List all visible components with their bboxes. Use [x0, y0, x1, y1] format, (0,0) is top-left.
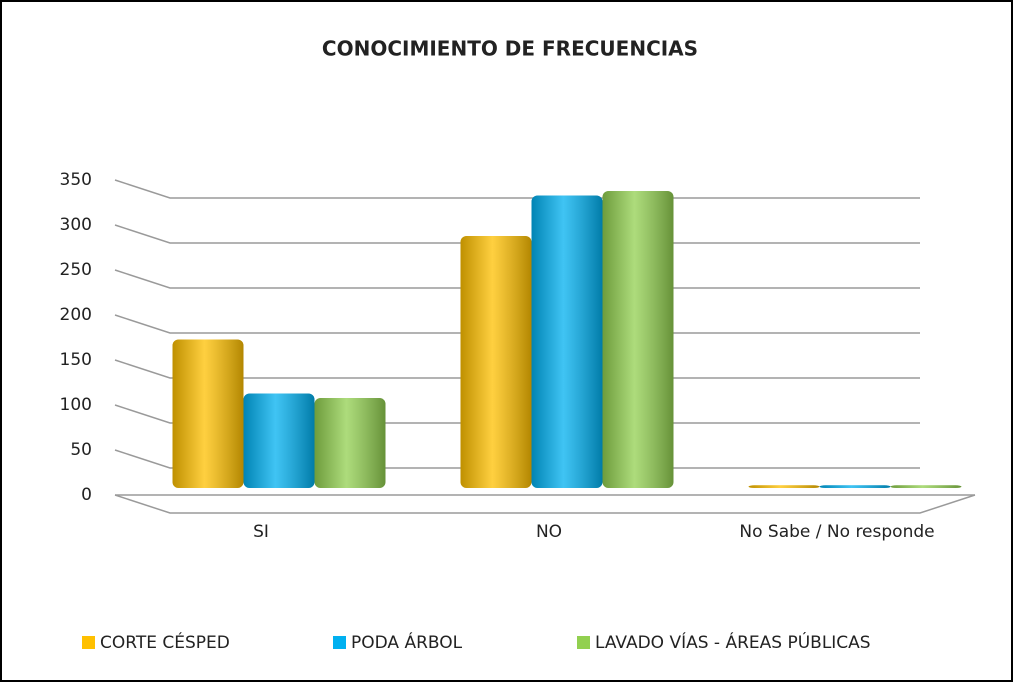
- legend-swatch: [577, 636, 590, 649]
- x-tick-label: NO: [536, 522, 562, 542]
- y-tick-label: 100: [60, 395, 92, 415]
- bar-shade: [890, 485, 962, 488]
- x-tick-label: No Sabe / No responde: [739, 522, 934, 542]
- bar-shade: [314, 398, 386, 488]
- bar-shade: [243, 393, 315, 488]
- x-tick-label: SI: [253, 522, 269, 542]
- legend-label: LAVADO VÍAS - ÁREAS PÚBLICAS: [595, 631, 871, 653]
- y-tick-label: 150: [60, 350, 92, 370]
- y-tick-label: 200: [60, 305, 92, 325]
- legend-swatch: [333, 636, 346, 649]
- y-tick-label: 300: [60, 215, 92, 235]
- y-tick-label: 350: [60, 170, 92, 190]
- y-tick-label: 250: [60, 260, 92, 280]
- bar-shade: [602, 191, 674, 488]
- legend-swatch: [82, 636, 95, 649]
- grid-line: [114, 494, 976, 514]
- bar-shade: [460, 236, 532, 488]
- bar-shade: [172, 339, 244, 488]
- bar-shade: [748, 485, 820, 488]
- y-tick-label: 50: [70, 440, 92, 460]
- legend-label: PODA ÁRBOL: [351, 631, 463, 653]
- bar-shade: [531, 195, 603, 488]
- y-tick-label: 0: [81, 485, 92, 505]
- bar-shade: [819, 485, 891, 488]
- legend-label: CORTE CÉSPED: [100, 631, 230, 653]
- chart-title: CONOCIMIENTO DE FRECUENCIAS: [322, 37, 698, 61]
